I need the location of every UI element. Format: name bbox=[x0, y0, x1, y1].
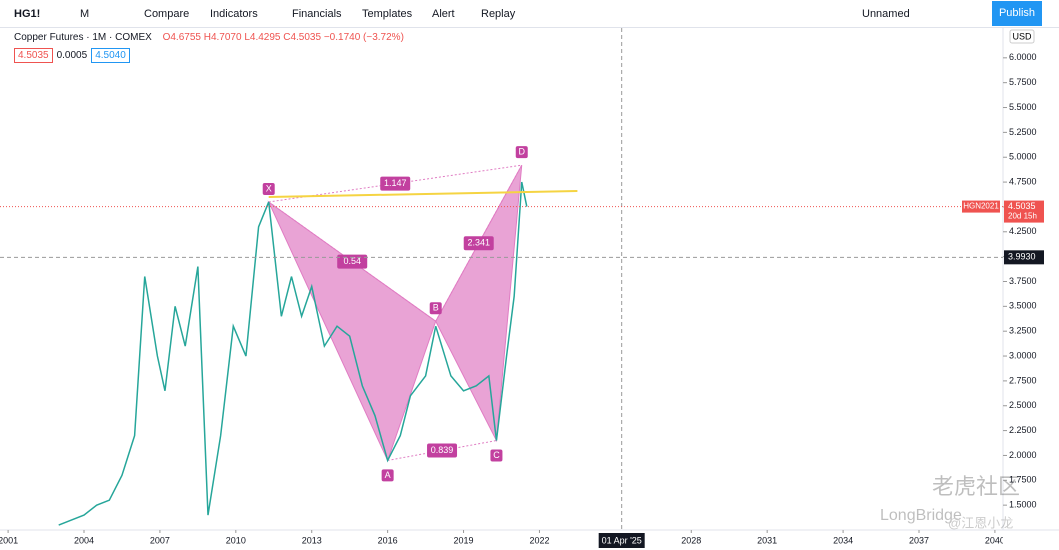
pattern-point bbox=[515, 146, 528, 159]
watermark: 老虎社区 LongBridge @江恩小龙 bbox=[880, 474, 1020, 531]
y-tick-label: 5.2500 bbox=[1009, 127, 1037, 137]
publish-button[interactable]: Publish bbox=[992, 1, 1042, 26]
bid[interactable]: 4.5035 bbox=[14, 48, 53, 63]
y-tick-label: 4.7500 bbox=[1009, 176, 1037, 186]
pattern-leg bbox=[268, 164, 522, 203]
ratio-label: 1.147 bbox=[384, 178, 407, 188]
y-tick-label: 2.7500 bbox=[1009, 375, 1037, 385]
toolbar: HG1! M Compare Indicators Financials Tem… bbox=[0, 0, 1059, 28]
y-tick-label: 2.2500 bbox=[1009, 425, 1037, 435]
y-tick-label: 1.5000 bbox=[1009, 500, 1037, 510]
y-tick-label: 5.7500 bbox=[1009, 77, 1037, 87]
y-tick-label: 1.7500 bbox=[1009, 475, 1037, 485]
pattern-triangle bbox=[435, 164, 523, 443]
legend: Copper Futures · 1M · COMEX O4.6755 H4.7… bbox=[14, 32, 404, 63]
y-tick-label: 3.0000 bbox=[1009, 350, 1037, 360]
spread: 0.0005 bbox=[56, 50, 88, 61]
x-tick-label: 2010 bbox=[226, 535, 246, 545]
chart: USD 老虎社区 LongBridge @江恩小龙 2001 2004 2007 20… bbox=[0, 28, 1059, 548]
x-tick-label: 2007 bbox=[150, 535, 170, 545]
symbol[interactable]: HG1! bbox=[14, 8, 41, 20]
ratio-box bbox=[337, 254, 368, 269]
ratio-label: 0.54 bbox=[343, 256, 361, 266]
y-tick-label: 3.2500 bbox=[1009, 326, 1037, 336]
ratio-label: 2.341 bbox=[467, 238, 490, 248]
interval[interactable]: M bbox=[80, 8, 90, 20]
pattern-point-label: C bbox=[493, 450, 500, 460]
y-tick-label: 3.5000 bbox=[1009, 301, 1037, 311]
y-tick-label: 4.2500 bbox=[1009, 226, 1037, 236]
toolbar-button[interactable]: Financials bbox=[292, 8, 342, 20]
toolbar-button[interactable]: Compare bbox=[144, 8, 190, 20]
countdown: 20d 15h bbox=[1008, 212, 1037, 221]
x-tick-label: 2013 bbox=[302, 535, 322, 545]
currency[interactable]: USD bbox=[1012, 31, 1032, 41]
pattern-point-label: A bbox=[385, 470, 391, 480]
y-tick-label: 2.5000 bbox=[1009, 400, 1037, 410]
trendline bbox=[268, 190, 578, 198]
price-line bbox=[58, 181, 528, 526]
toolbar-button[interactable]: Indicators bbox=[210, 8, 258, 20]
pattern-point-label: X bbox=[266, 183, 272, 193]
crosshair-x-tag bbox=[598, 533, 645, 548]
legend-title: Copper Futures · 1M · COMEX bbox=[14, 32, 152, 43]
pattern-point bbox=[490, 449, 503, 462]
last-price-name: HGN2021 bbox=[963, 202, 999, 211]
x-tick-label: 2040 bbox=[985, 535, 1005, 545]
watermark-text: LongBridge bbox=[880, 507, 962, 524]
pattern-point-label: D bbox=[518, 147, 525, 157]
pattern-point bbox=[381, 469, 394, 482]
y-tick-label: 5.0000 bbox=[1009, 152, 1037, 162]
y-tick-label: 6.0000 bbox=[1009, 52, 1037, 62]
plot: 2001 2004 2007 2010 2013 2016 2019 2022 2028 2031… bbox=[0, 146, 1005, 545]
y-tick-label: 5.5000 bbox=[1009, 102, 1037, 112]
x-tick-label: 2016 bbox=[378, 535, 398, 545]
x-tick-label: 2019 bbox=[454, 535, 474, 545]
watermark-text: @江恩小龙 bbox=[948, 515, 1013, 530]
x-tick-label: 2037 bbox=[909, 535, 929, 545]
watermark-text: 老虎社区 bbox=[932, 474, 1020, 499]
pattern-point bbox=[429, 302, 442, 315]
ask[interactable]: 4.5040 bbox=[91, 48, 130, 63]
pattern-triangle bbox=[267, 200, 437, 462]
ohlc: O4.6755 H4.7070 L4.4295 C4.5035 −0.1740 … bbox=[162, 32, 404, 43]
ratio-box bbox=[427, 443, 458, 458]
crosshair-y-label: 3.9930 bbox=[1008, 252, 1036, 262]
toolbar-button[interactable]: Replay bbox=[481, 8, 516, 20]
x-tick-label: 2034 bbox=[833, 535, 853, 545]
last-price-value: 4.5035 bbox=[1008, 201, 1036, 211]
ratio-label: 0.839 bbox=[431, 445, 454, 455]
last-price-axis bbox=[1004, 200, 1044, 223]
pattern-point bbox=[262, 182, 275, 195]
pattern-point-label: B bbox=[433, 303, 439, 313]
x-tick-label: 2001 bbox=[0, 535, 18, 545]
toolbar-button[interactable]: Templates bbox=[362, 8, 413, 20]
x-tick-label: 2004 bbox=[74, 535, 94, 545]
last-price-tag bbox=[962, 200, 1000, 213]
x-tick-label: 2022 bbox=[529, 535, 549, 545]
crosshair-x-label: 01 Apr '25 bbox=[602, 535, 642, 545]
x-tick-label: 2028 bbox=[681, 535, 701, 545]
pattern-leg bbox=[387, 440, 497, 461]
ratio-box bbox=[463, 236, 494, 251]
x-tick-label: 2031 bbox=[757, 535, 777, 545]
crosshair-y-tag bbox=[1004, 250, 1044, 265]
y-tick-label: 3.7500 bbox=[1009, 276, 1037, 286]
y-tick-label: 2.0000 bbox=[1009, 450, 1037, 460]
layout-name[interactable]: Unnamed bbox=[862, 8, 910, 20]
ratio-box bbox=[380, 176, 411, 191]
toolbar-button[interactable]: Alert bbox=[432, 8, 455, 20]
